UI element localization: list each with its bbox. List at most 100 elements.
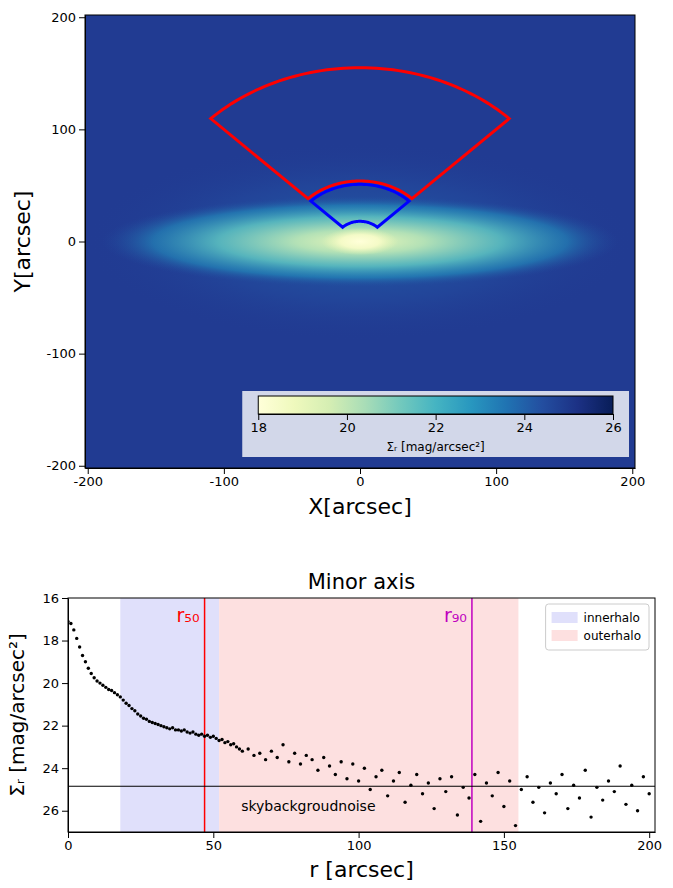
legend-swatch [552,612,578,623]
tick-label: 0 [68,234,76,249]
legend-swatch [552,630,578,641]
point [139,714,142,717]
point [554,792,557,795]
point [369,788,372,791]
point [520,788,523,791]
tick-label: -100 [210,474,240,489]
point [485,781,488,784]
tick-mark [347,414,348,420]
point [531,801,534,804]
point [162,725,165,728]
label-patch [239,797,377,815]
points [68,620,651,828]
tick-mark [62,726,68,727]
tick: 100 [484,468,509,489]
tick-mark [504,832,505,838]
point [613,790,616,793]
vline [204,598,206,832]
tick-label: 150 [492,838,517,853]
tick: 18 [42,633,68,648]
tick-mark [496,468,497,474]
axis: 161820222426 [42,591,68,833]
tick-mark [258,414,259,420]
tick: 0 [68,234,85,249]
point [514,824,517,827]
point [322,756,325,759]
point [98,681,101,684]
point [75,637,78,640]
point [110,689,113,692]
tick: 200 [51,10,85,25]
point [578,796,581,799]
vline-label: r₅₀ [177,604,200,626]
point [142,716,145,719]
point [119,695,122,698]
point [647,792,650,795]
sector [211,68,509,199]
point [194,732,197,735]
point [607,779,610,782]
point [235,745,238,748]
tick-mark [224,468,225,474]
point [95,679,98,682]
y-axis-title: Y[arcsec] [10,191,35,294]
tick-mark [68,832,69,838]
point [107,688,110,691]
hline [68,786,655,787]
axis-line [85,16,86,469]
point [220,738,223,741]
point [212,735,215,738]
point [177,728,180,731]
point [310,758,313,761]
point [438,777,441,780]
point [241,749,244,752]
legend-label: outerhalo [584,629,641,643]
tick: 200 [637,832,662,853]
point [159,724,162,727]
point [270,749,273,752]
tick: 22 [42,718,68,733]
tick-mark [62,641,68,642]
tick: 24 [517,414,534,435]
vline [471,598,473,832]
tick-mark [79,242,85,243]
point [185,730,188,733]
tick-label: 0 [64,838,72,853]
point [334,773,337,776]
galaxy-core [322,228,399,255]
point [374,775,377,778]
tick: 24 [42,761,68,776]
tick: 26 [42,803,68,818]
point [642,775,645,778]
point [264,758,267,761]
point [72,628,75,631]
tick: 20 [339,414,356,435]
point [252,754,255,757]
point [171,726,174,729]
legend-box [546,604,649,650]
point [281,743,284,746]
x-axis-title: r [arcsec] [309,857,413,882]
point [215,737,218,740]
y-axis-title: Σᵣ [mag/arcsec²] [5,633,29,797]
point [496,771,499,774]
band [120,598,219,832]
point [444,790,447,793]
tick-mark [62,683,68,684]
point [462,786,465,789]
point [174,728,177,731]
point [618,764,621,767]
point [636,809,639,812]
point [549,781,552,784]
tick-label: -200 [46,458,76,473]
point [258,752,261,755]
point [345,777,348,780]
point [69,622,72,625]
hline-label: skybackgroudnoise [241,798,375,814]
image-background [85,15,635,468]
tick-label: -200 [73,474,103,489]
point [84,660,87,663]
point [508,779,511,782]
tick: 0 [356,468,364,489]
tick-label: 200 [51,10,76,25]
